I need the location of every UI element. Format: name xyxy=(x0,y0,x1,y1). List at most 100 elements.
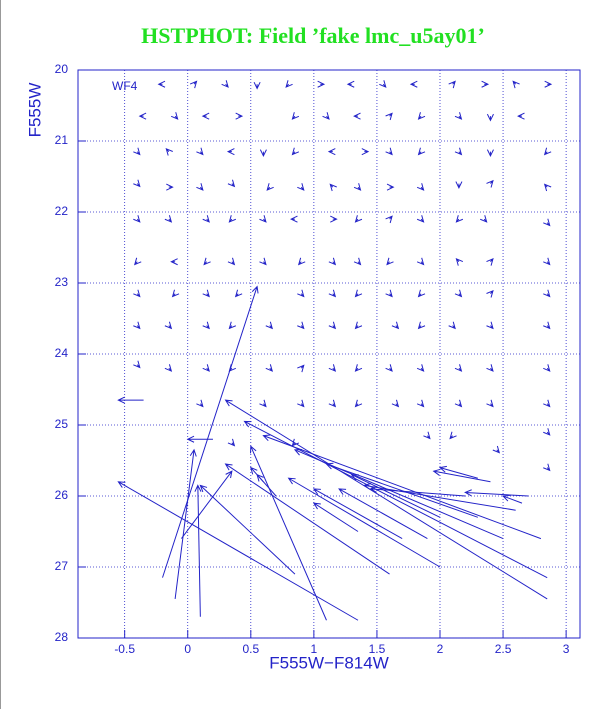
vector xyxy=(290,215,298,223)
vector xyxy=(379,80,387,88)
vector xyxy=(486,149,494,158)
vector xyxy=(235,112,244,120)
vector xyxy=(287,477,441,568)
vector xyxy=(196,399,204,408)
vector xyxy=(265,364,274,372)
vector xyxy=(312,488,403,540)
vector xyxy=(350,474,441,518)
vector xyxy=(454,289,463,298)
vector xyxy=(133,321,141,330)
vector xyxy=(448,321,456,330)
vector xyxy=(162,285,259,578)
vector xyxy=(138,112,147,120)
vector xyxy=(385,112,393,121)
vector xyxy=(517,112,525,120)
vector xyxy=(297,257,306,266)
vector xyxy=(338,488,428,540)
vector xyxy=(165,147,173,156)
vector xyxy=(417,321,426,330)
vector xyxy=(133,257,142,266)
vector xyxy=(227,438,236,447)
vector xyxy=(354,399,363,408)
vector xyxy=(391,399,400,408)
vector xyxy=(297,321,305,330)
vector xyxy=(297,399,305,408)
y-axis-label: F555W xyxy=(25,83,44,138)
y-tick-label: 21 xyxy=(55,133,69,147)
vector xyxy=(133,360,141,369)
vector xyxy=(226,148,235,156)
y-tick-label: 26 xyxy=(55,488,69,502)
vector xyxy=(196,183,204,191)
vector xyxy=(385,215,393,224)
vector xyxy=(243,420,548,579)
x-tick-label: 2 xyxy=(437,642,444,656)
vector xyxy=(486,364,494,372)
vector xyxy=(417,112,426,120)
vector xyxy=(133,179,141,188)
vector xyxy=(486,258,494,266)
vector xyxy=(328,364,337,372)
vector xyxy=(117,396,144,404)
vector xyxy=(133,215,141,223)
vector xyxy=(543,147,552,156)
vector xyxy=(259,215,267,223)
vector xyxy=(224,399,548,600)
x-tick-label: 1.5 xyxy=(369,642,386,656)
vector xyxy=(265,321,274,330)
vector xyxy=(227,257,236,266)
vector xyxy=(228,321,237,330)
vector xyxy=(346,80,355,88)
vector xyxy=(543,257,551,266)
vector xyxy=(486,113,494,122)
x-axis-label: F555W−F814W xyxy=(269,653,389,672)
vector xyxy=(454,147,463,156)
vector xyxy=(543,463,551,472)
vector xyxy=(385,364,393,372)
vector xyxy=(170,112,179,120)
vector xyxy=(363,482,516,511)
vector xyxy=(250,445,327,621)
vector xyxy=(157,80,166,88)
vector xyxy=(454,364,463,372)
vector xyxy=(385,147,393,156)
vector xyxy=(416,183,425,191)
vector xyxy=(455,258,464,266)
vector xyxy=(202,321,210,330)
vector xyxy=(181,470,233,539)
x-tick-label: 2.5 xyxy=(495,642,512,656)
vector xyxy=(486,289,494,298)
vector xyxy=(199,484,296,575)
vector xyxy=(391,321,400,330)
vector xyxy=(353,112,361,120)
vector xyxy=(297,364,305,373)
vector xyxy=(250,466,264,483)
vector xyxy=(416,399,425,408)
vector xyxy=(224,463,390,575)
vector xyxy=(117,481,359,621)
vector xyxy=(189,80,198,89)
vector xyxy=(386,183,395,191)
vector xyxy=(325,462,478,518)
vector xyxy=(464,489,529,497)
vector xyxy=(133,289,141,298)
chart-title: HSTPHOT: Field ’fake lmc_u5ay01’ xyxy=(141,23,485,48)
vector xyxy=(543,321,551,330)
vector xyxy=(166,183,174,191)
y-tick-label: 24 xyxy=(55,346,69,360)
vector xyxy=(227,179,236,188)
x-tick-label: -0.5 xyxy=(114,642,135,656)
vector xyxy=(385,289,393,298)
vector xyxy=(221,80,229,88)
vector xyxy=(544,80,553,88)
vector xyxy=(543,428,551,436)
y-tick-label: 25 xyxy=(55,417,69,431)
vector xyxy=(353,183,362,191)
vector xyxy=(353,257,362,266)
vector xyxy=(417,147,426,156)
y-tick-label: 23 xyxy=(55,275,69,289)
vector xyxy=(328,289,337,298)
vector xyxy=(328,399,337,408)
vector xyxy=(291,147,300,156)
